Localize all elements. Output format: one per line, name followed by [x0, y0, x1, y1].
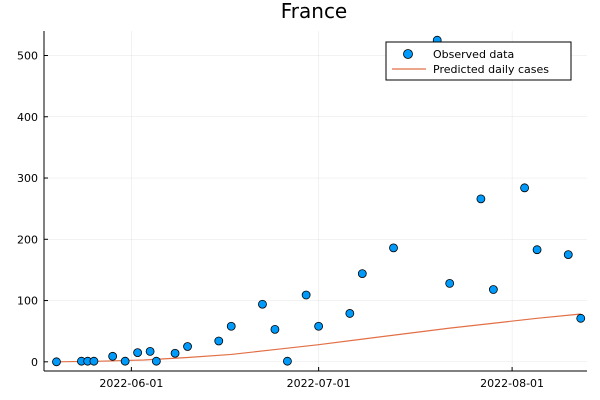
data-point: [476, 194, 486, 204]
x-tick-label: 2022-06-01: [99, 377, 163, 390]
series-layer: [52, 35, 586, 367]
data-point: [226, 321, 236, 331]
data-point: [532, 245, 542, 255]
data-point: [133, 348, 143, 358]
data-point: [576, 313, 586, 323]
y-tick-label: 100: [17, 295, 38, 308]
data-point: [283, 356, 292, 366]
data-point: [345, 309, 355, 318]
data-point: [520, 183, 529, 193]
legend-label: Predicted daily cases: [433, 63, 549, 76]
predicted-line: [56, 313, 581, 363]
legend-label: Observed data: [433, 48, 514, 61]
data-point: [170, 348, 180, 358]
data-point: [389, 243, 398, 253]
data-point: [314, 321, 324, 331]
data-point: [445, 278, 455, 288]
grid-layer: [44, 31, 587, 371]
data-point: [108, 351, 118, 361]
data-point: [183, 342, 192, 351]
legend-box: [385, 41, 572, 81]
data-point: [89, 356, 99, 366]
data-point: [52, 357, 61, 367]
y-tick-label: 200: [17, 233, 38, 246]
data-point: [270, 324, 280, 334]
data-point: [120, 356, 130, 366]
data-point: [258, 299, 267, 309]
y-tick-label: 300: [17, 172, 38, 185]
data-point: [145, 346, 155, 356]
data-point: [151, 356, 161, 366]
chart-title: France: [281, 0, 348, 23]
legend-marker-observed: [403, 49, 413, 59]
data-point: [488, 285, 498, 294]
data-point: [357, 269, 367, 278]
y-tick-label: 500: [17, 50, 38, 63]
legend: Observed data Predicted daily cases: [385, 41, 572, 81]
y-tick-label: 400: [17, 111, 38, 124]
data-point: [301, 290, 311, 300]
x-tick-label: 2022-07-01: [287, 377, 351, 390]
data-point: [214, 336, 224, 346]
x-tick-label: 2022-08-01: [480, 377, 544, 390]
y-tick-label: 0: [31, 356, 38, 369]
data-point: [563, 250, 573, 260]
axes-layer: 2022-06-01 2022-07-01 2022-08-01 0 100 200 300…: [17, 31, 587, 390]
